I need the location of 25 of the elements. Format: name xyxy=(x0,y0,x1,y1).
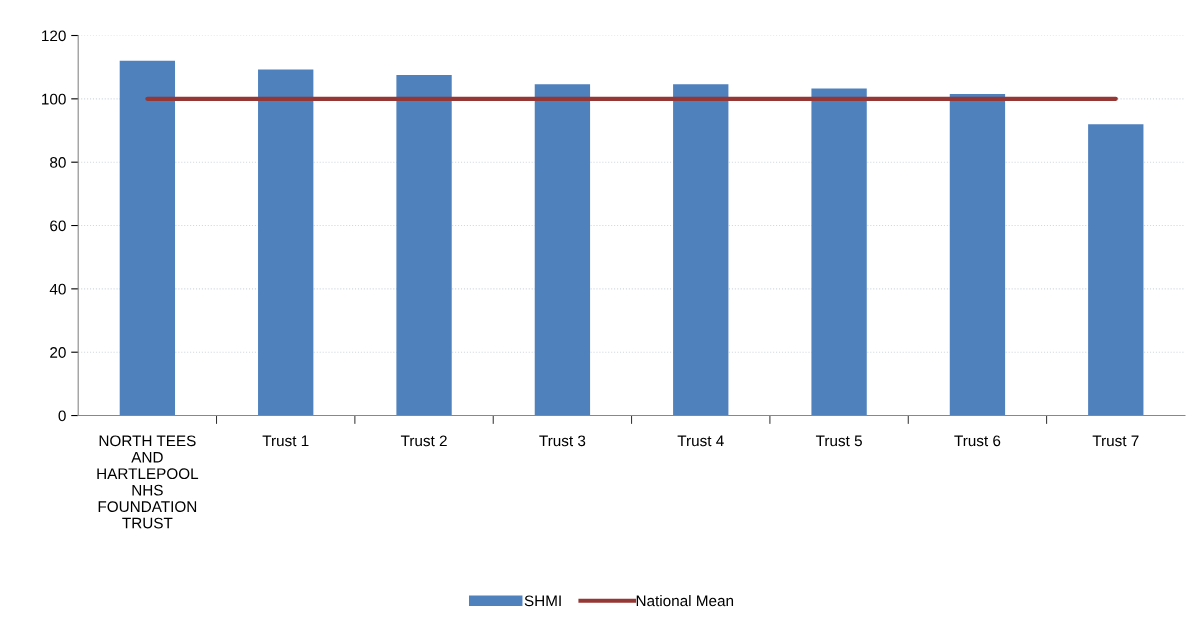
x-tick-label: Trust 6 xyxy=(954,435,1001,447)
bar xyxy=(396,75,452,416)
legend-label: SHMI xyxy=(524,595,561,607)
x-tick-label: NORTH TEES AND HARTLEPOOL NHS FOUNDATION TRUST xyxy=(97,435,199,529)
bar xyxy=(119,60,176,416)
legend-label: National Mean xyxy=(636,595,734,607)
x-tick-label: Trust 4 xyxy=(677,435,724,447)
bar xyxy=(1088,124,1144,416)
bar xyxy=(673,84,729,416)
x-tick-label: Trust 5 xyxy=(815,435,862,447)
bar xyxy=(258,69,314,416)
y-tick-label: 80 xyxy=(50,157,66,168)
bar xyxy=(534,84,591,416)
y-tick-label: 120 xyxy=(42,30,66,42)
y-tick-label: 40 xyxy=(49,283,66,295)
y-tick-label: 0 xyxy=(58,410,66,422)
x-tick-label: Trust 3 xyxy=(539,435,586,447)
x-tick-label: Trust 2 xyxy=(400,435,447,447)
x-tick-label: Trust 7 xyxy=(1092,435,1139,447)
y-tick-label: 60 xyxy=(50,220,66,232)
x-tick-label: Trust 1 xyxy=(262,435,309,447)
y-tick-label: 100 xyxy=(42,93,66,105)
bar xyxy=(811,88,867,416)
bar xyxy=(949,94,1006,416)
y-tick-label: 20 xyxy=(50,347,66,358)
